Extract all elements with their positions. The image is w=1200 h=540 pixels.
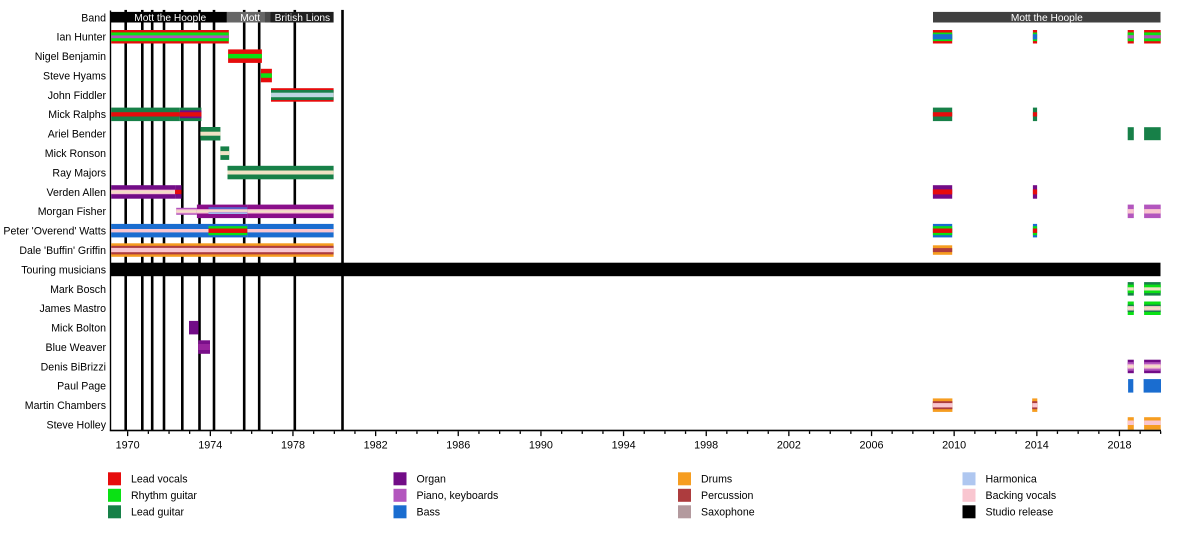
- svg-text:Bass: Bass: [417, 507, 441, 519]
- svg-text:1998: 1998: [694, 440, 718, 452]
- svg-text:2010: 2010: [942, 440, 966, 452]
- svg-text:1970: 1970: [116, 440, 140, 452]
- svg-text:James Mastro: James Mastro: [39, 303, 106, 315]
- svg-text:Blue Weaver: Blue Weaver: [46, 342, 107, 354]
- svg-text:Mark Bosch: Mark Bosch: [50, 284, 106, 296]
- svg-text:Lead vocals: Lead vocals: [131, 474, 188, 486]
- svg-text:1974: 1974: [198, 440, 222, 452]
- svg-text:John Fiddler: John Fiddler: [48, 90, 107, 102]
- svg-text:1978: 1978: [281, 440, 305, 452]
- svg-text:Lead guitar: Lead guitar: [131, 507, 184, 519]
- svg-text:Saxophone: Saxophone: [701, 507, 755, 519]
- svg-text:Organ: Organ: [417, 474, 447, 486]
- svg-text:Mott the Hoople: Mott the Hoople: [1011, 13, 1083, 24]
- svg-text:Morgan Fisher: Morgan Fisher: [38, 206, 107, 218]
- svg-text:Nigel Benjamin: Nigel Benjamin: [35, 51, 106, 63]
- svg-text:Denis BiBrizzi: Denis BiBrizzi: [41, 361, 106, 373]
- svg-text:Mick Ronson: Mick Ronson: [45, 148, 106, 160]
- svg-text:Piano, keyboards: Piano, keyboards: [417, 490, 499, 502]
- svg-text:Percussion: Percussion: [701, 490, 754, 502]
- svg-text:1986: 1986: [446, 440, 470, 452]
- svg-text:2006: 2006: [859, 440, 883, 452]
- svg-text:Mott the Hoople: Mott the Hoople: [134, 13, 206, 24]
- svg-text:Dale 'Buffin' Griffin: Dale 'Buffin' Griffin: [19, 245, 106, 257]
- svg-text:Ian Hunter: Ian Hunter: [57, 32, 107, 44]
- svg-text:Verden Allen: Verden Allen: [47, 187, 107, 199]
- svg-text:Drums: Drums: [701, 474, 732, 486]
- svg-text:Backing vocals: Backing vocals: [986, 490, 1057, 502]
- svg-text:2018: 2018: [1107, 440, 1131, 452]
- svg-text:1994: 1994: [612, 440, 636, 452]
- svg-text:Martin Chambers: Martin Chambers: [25, 400, 106, 412]
- svg-text:1982: 1982: [364, 440, 388, 452]
- svg-text:Studio release: Studio release: [986, 507, 1054, 519]
- svg-text:Steve Hyams: Steve Hyams: [43, 71, 106, 83]
- svg-text:British Lions: British Lions: [275, 13, 331, 24]
- svg-text:2002: 2002: [777, 440, 801, 452]
- svg-text:Ray Majors: Ray Majors: [52, 167, 106, 179]
- svg-text:2014: 2014: [1025, 440, 1049, 452]
- svg-text:Mott: Mott: [240, 13, 260, 24]
- svg-text:Harmonica: Harmonica: [986, 474, 1037, 486]
- svg-text:Mick Ralphs: Mick Ralphs: [48, 109, 106, 121]
- svg-text:Steve Holley: Steve Holley: [47, 420, 107, 432]
- svg-text:Peter 'Overend' Watts: Peter 'Overend' Watts: [3, 226, 106, 238]
- svg-text:Paul Page: Paul Page: [57, 381, 106, 393]
- svg-text:Rhythm guitar: Rhythm guitar: [131, 490, 197, 502]
- svg-text:Touring musicians: Touring musicians: [21, 264, 106, 276]
- svg-text:Ariel Bender: Ariel Bender: [48, 129, 107, 141]
- svg-text:Mick Bolton: Mick Bolton: [51, 323, 106, 335]
- svg-text:1990: 1990: [529, 440, 553, 452]
- svg-text:Band: Band: [81, 12, 106, 24]
